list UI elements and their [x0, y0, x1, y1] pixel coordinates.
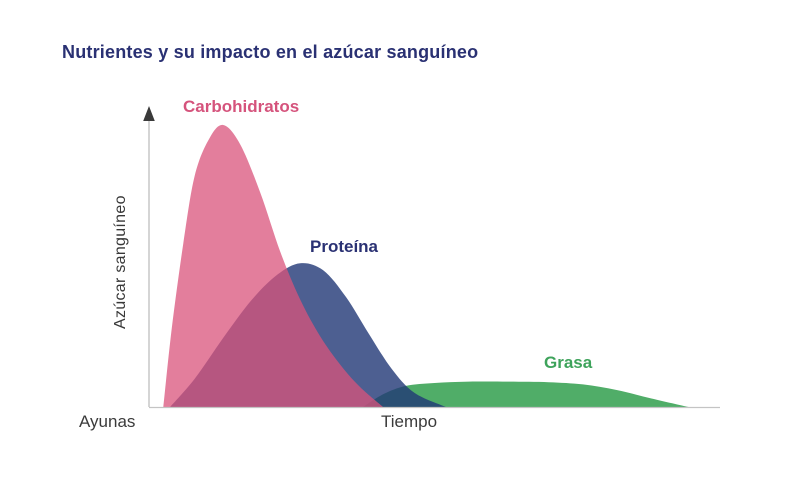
area-curves-group	[163, 124, 689, 407]
series-label-grasa: Grasa	[544, 353, 593, 372]
x-axis-label: Tiempo	[381, 412, 438, 431]
y-axis-label: Azúcar sanguíneo	[112, 195, 129, 330]
page-title: Nutrientes y su impacto en el azúcar san…	[62, 42, 479, 62]
series-label-carbohidratos: Carbohidratos	[183, 97, 300, 116]
series-label-proteina: Proteína	[310, 237, 379, 256]
y-axis-arrow-icon	[143, 106, 155, 121]
area-series-grasa	[363, 381, 689, 407]
area-series-carbohidratos	[163, 124, 384, 407]
origin-label: Ayunas	[79, 412, 136, 431]
